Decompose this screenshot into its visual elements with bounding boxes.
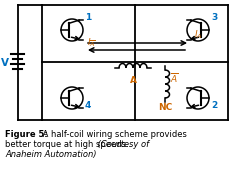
Text: A half-coil wiring scheme provides: A half-coil wiring scheme provides (40, 130, 186, 139)
Text: Figure 5:: Figure 5: (5, 130, 48, 139)
Text: (Courtesy of: (Courtesy of (94, 140, 148, 149)
Text: 1: 1 (85, 13, 91, 22)
Text: NC: NC (157, 104, 171, 113)
Text: $I_A$: $I_A$ (193, 28, 202, 41)
Text: $I_{\overline{A}}$: $I_{\overline{A}}$ (87, 37, 96, 49)
Text: A: A (129, 76, 136, 85)
Text: $\overline{A}$: $\overline{A}$ (169, 71, 178, 85)
Text: better torque at high speeds.: better torque at high speeds. (5, 140, 128, 149)
Text: 4: 4 (85, 101, 91, 110)
Text: 2: 2 (210, 101, 216, 110)
Text: V: V (1, 58, 9, 67)
Text: 3: 3 (210, 13, 216, 22)
Text: Anaheim Automation): Anaheim Automation) (5, 150, 96, 159)
